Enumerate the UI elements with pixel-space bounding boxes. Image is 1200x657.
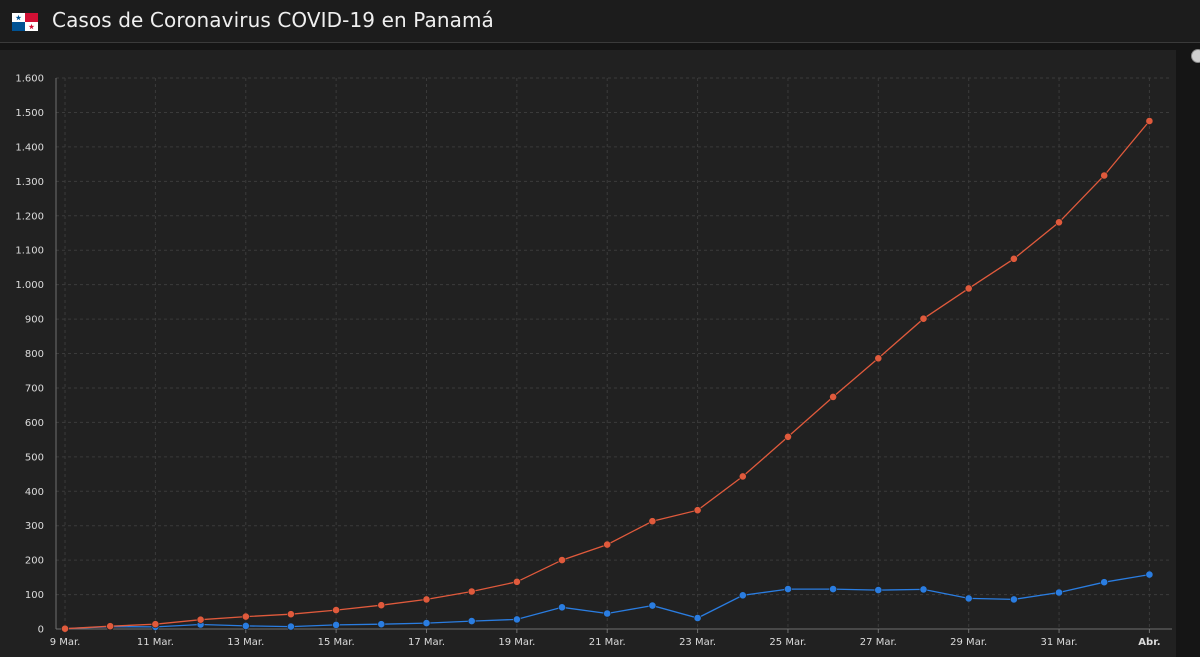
y-tick-label: 200 <box>25 556 44 567</box>
series-1-point[interactable] <box>422 595 431 604</box>
series-1-point[interactable] <box>964 284 973 293</box>
series-1-point[interactable] <box>286 610 295 619</box>
series-2-point[interactable] <box>513 615 521 624</box>
series-2-point[interactable] <box>784 585 792 593</box>
y-tick-label: 800 <box>25 349 44 360</box>
x-tick-label: Abr. <box>1138 637 1160 648</box>
series-2-point[interactable] <box>467 617 476 625</box>
y-tick-label: 1.200 <box>15 211 44 222</box>
header-bar: Casos de Coronavirus COVID-19 en Panamá <box>0 0 1200 43</box>
series-2-point[interactable] <box>919 585 928 594</box>
y-tick-label: 600 <box>25 418 44 429</box>
series-1-point[interactable] <box>919 314 928 323</box>
series-1-point[interactable] <box>874 354 883 363</box>
series-2-point[interactable] <box>422 619 431 627</box>
y-tick-label: 400 <box>25 487 44 498</box>
series-2-point[interactable] <box>603 609 612 618</box>
series-2-point[interactable] <box>693 614 702 622</box>
series-1-point[interactable] <box>1145 117 1154 125</box>
series-1-point[interactable] <box>332 606 340 614</box>
series-1-point[interactable] <box>61 624 69 633</box>
y-tick-label: 300 <box>25 521 44 532</box>
y-tick-label: 1.600 <box>15 74 44 85</box>
y-tick-label: 1.300 <box>15 177 44 188</box>
x-tick-label: 27 Mar. <box>860 637 897 648</box>
series-2-point[interactable] <box>964 594 973 603</box>
y-tick-label: 700 <box>25 383 44 394</box>
series-1-point[interactable] <box>829 392 837 401</box>
y-tick-label: 1.000 <box>15 280 44 291</box>
series-1-point[interactable] <box>648 517 657 526</box>
y-tick-label: 500 <box>25 452 44 463</box>
series-2-point[interactable] <box>1055 588 1063 597</box>
series-1-point[interactable] <box>513 577 521 586</box>
series-2-point[interactable] <box>286 622 295 631</box>
x-tick-label: 13 Mar. <box>227 637 264 648</box>
x-tick-label: 11 Mar. <box>137 637 174 648</box>
y-tick-label: 1.500 <box>15 108 44 119</box>
y-tick-label: 0 <box>38 625 44 636</box>
series-1-point[interactable] <box>603 540 612 549</box>
series-2-point[interactable] <box>1145 570 1154 579</box>
series-2-point[interactable] <box>829 585 837 593</box>
x-tick-label: 23 Mar. <box>679 637 716 648</box>
series-1-point[interactable] <box>1055 218 1063 227</box>
y-tick-label: 900 <box>25 315 44 326</box>
x-tick-label: 19 Mar. <box>498 637 535 648</box>
y-tick-label: 100 <box>25 590 44 601</box>
series-1-point[interactable] <box>196 615 205 624</box>
line-chart: 0 100 200 300 400 500 600 700 800 900 1.000 1.100 1.… <box>15 74 1172 648</box>
y-tick-label: 1.400 <box>15 142 44 153</box>
series-2-point[interactable] <box>558 603 566 612</box>
series-2-point[interactable] <box>648 601 657 610</box>
series-1-point[interactable] <box>106 622 115 631</box>
series-1-point[interactable] <box>1010 254 1018 263</box>
series-2-point[interactable] <box>874 586 883 594</box>
series-1-point[interactable] <box>151 620 160 629</box>
series-2-point[interactable] <box>241 622 250 630</box>
series-2-point[interactable] <box>332 621 340 629</box>
x-tick-label: 31 Mar. <box>1041 637 1078 648</box>
page-title: Casos de Coronavirus COVID-19 en Panamá <box>52 8 494 32</box>
series-2-point[interactable] <box>738 591 747 600</box>
series-1-point[interactable] <box>693 506 702 515</box>
series-1-point[interactable] <box>558 556 566 564</box>
x-tick-label: 21 Mar. <box>589 637 626 648</box>
chart-panel: 0 100 200 300 400 500 600 700 800 900 1.000 1.100 1.… <box>0 50 1176 657</box>
series-2-point[interactable] <box>1100 578 1109 587</box>
series-1-point[interactable] <box>467 587 476 596</box>
x-tick-label: 17 Mar. <box>408 637 445 648</box>
x-tick-label: 29 Mar. <box>950 637 987 648</box>
panama-flag-icon <box>12 13 38 31</box>
expand-icon[interactable] <box>1191 49 1200 63</box>
x-tick-label: 15 Mar. <box>318 637 355 648</box>
x-tick-label: 25 Mar. <box>769 637 806 648</box>
series-2-point[interactable] <box>377 620 386 629</box>
series-2-point[interactable] <box>1010 595 1018 604</box>
series-1-point[interactable] <box>377 601 386 610</box>
series-1-point[interactable] <box>241 612 250 621</box>
y-tick-label: 1.100 <box>15 246 44 257</box>
series-1-point[interactable] <box>1100 171 1109 180</box>
series-1-point[interactable] <box>784 432 792 441</box>
x-tick-label: 9 Mar. <box>50 637 81 648</box>
series-1-point[interactable] <box>738 472 747 481</box>
